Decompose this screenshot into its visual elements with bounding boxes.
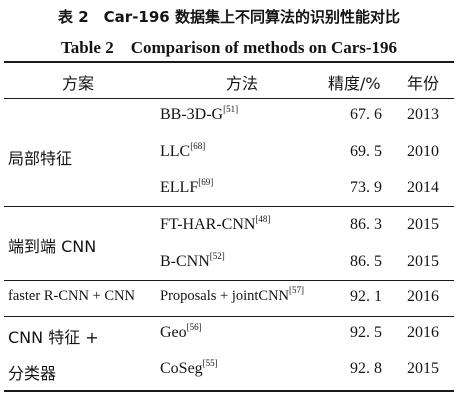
top-rule [4, 61, 454, 63]
table-row-accuracy: 86. 3 [350, 216, 382, 233]
group-divider [4, 316, 454, 317]
group-divider [4, 206, 454, 207]
header-method: 方法 [226, 74, 259, 93]
table-row-accuracy: 92. 5 [350, 324, 382, 341]
table-row-year: 2015 [407, 216, 439, 233]
table-row-year: 2015 [407, 253, 439, 270]
table-row-method: LLC[68] [160, 141, 206, 161]
header-scheme: 方案 [62, 74, 95, 93]
table-row-accuracy: 92. 1 [350, 288, 382, 305]
table-row-accuracy: 69. 5 [350, 143, 382, 160]
table-row-year: 2016 [407, 288, 439, 305]
table-row-year: 2013 [407, 106, 439, 123]
header-rule [4, 98, 454, 99]
table-row-accuracy: 86. 5 [350, 253, 382, 270]
table-caption-chinese: 表 2 Car-196 数据集上不同算法的识别性能对比 [58, 8, 400, 26]
table-row-year: 2016 [407, 324, 439, 341]
group-label-cnn-features-line2: 分类器 [8, 364, 57, 383]
table-row-method: CoSeg[55] [160, 358, 218, 378]
group-label-faster-rcnn: faster R-CNN + CNN [8, 288, 135, 304]
table-row-method: B-CNN[52] [160, 251, 225, 271]
table-row-method: Proposals + jointCNN[57] [160, 285, 305, 305]
table-row-accuracy: 92. 8 [350, 360, 382, 377]
table-row-method: Geo[56] [160, 322, 202, 342]
table-caption-english: Table 2 Comparison of methods on Cars-19… [60, 38, 398, 57]
group-label-cnn-features-line1: CNN 特征 + [8, 328, 99, 347]
table-row-method: FT-HAR-CNN[48] [160, 214, 271, 234]
group-label-end-to-end-cnn: 端到端 CNN [8, 237, 97, 256]
header-year: 年份 [407, 74, 440, 93]
bottom-rule [4, 390, 454, 392]
table-row-year: 2015 [407, 360, 439, 377]
table-row-method: BB-3D-G[51] [160, 104, 239, 124]
group-label-local-features: 局部特征 [8, 149, 73, 168]
group-divider [4, 280, 454, 281]
table-row-accuracy: 73. 9 [350, 179, 382, 196]
table-row-year: 2010 [407, 143, 439, 160]
table-row-year: 2014 [407, 179, 439, 196]
table-row-accuracy: 67. 6 [350, 106, 382, 123]
table-row-method: ELLF[69] [160, 177, 214, 197]
header-accuracy: 精度/% [328, 74, 381, 93]
